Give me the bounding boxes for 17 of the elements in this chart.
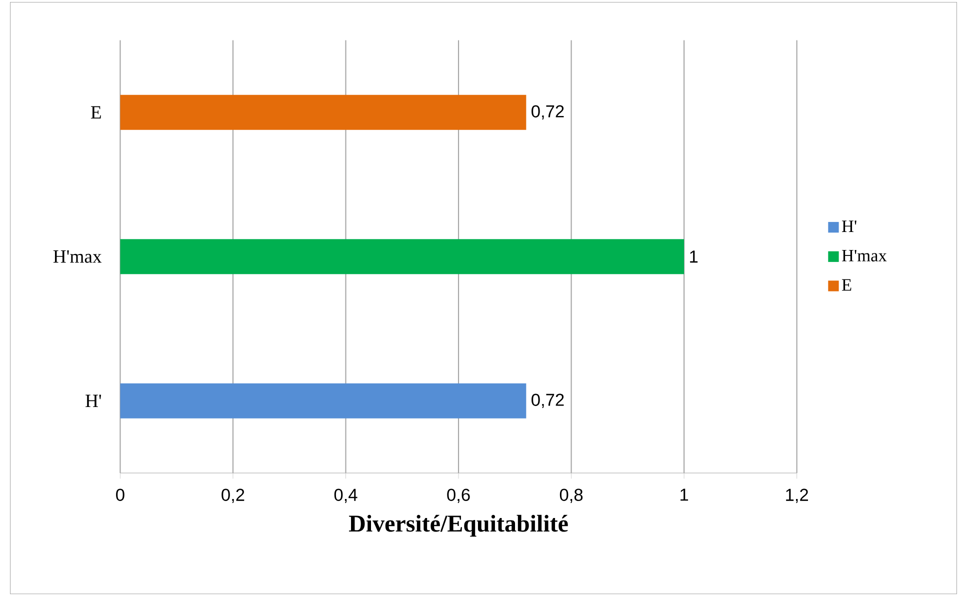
data-label: 0,72: [532, 394, 564, 408]
y-tick-label: H'max: [53, 250, 102, 263]
data-label: 0,72: [532, 105, 564, 120]
x-tick-label: 0: [116, 488, 124, 501]
y-tick-label: H': [86, 394, 102, 407]
legend-label: H'max: [842, 250, 887, 262]
legend-label: E: [842, 279, 852, 291]
legend-label: H': [842, 220, 856, 232]
x-tick-label: 1,2: [786, 488, 808, 503]
data-label: 1: [690, 250, 698, 262]
y-tick-label: E: [90, 106, 101, 118]
x-tick-label: 0,6: [447, 488, 470, 503]
x-tick-label: 0,2: [222, 488, 244, 503]
x-axis-title: Diversité/Equitabilité: [349, 514, 568, 537]
x-tick-label: 0,4: [334, 488, 358, 503]
x-tick-label: 0,8: [560, 488, 583, 503]
x-tick-label: 1: [680, 488, 688, 501]
